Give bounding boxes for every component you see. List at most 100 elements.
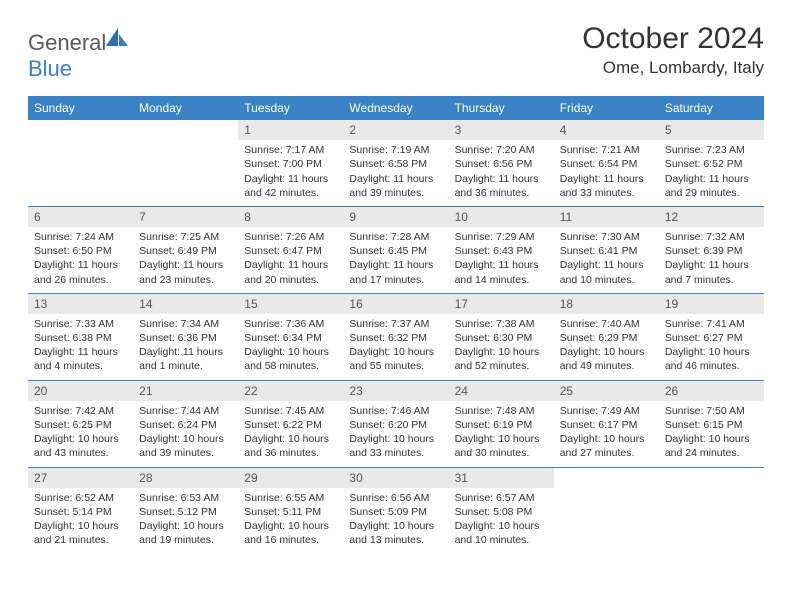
sunset-line: Sunset: 7:00 PM bbox=[244, 157, 337, 171]
header: General Blue October 2024 Ome, Lombardy,… bbox=[28, 22, 764, 82]
daylight-line: Daylight: 11 hours and 4 minutes. bbox=[34, 345, 127, 373]
sunrise-line: Sunrise: 7:17 AM bbox=[244, 143, 337, 157]
day-body: Sunrise: 7:23 AMSunset: 6:52 PMDaylight:… bbox=[659, 140, 764, 206]
sunset-line: Sunset: 5:09 PM bbox=[349, 505, 442, 519]
sunset-line: Sunset: 6:34 PM bbox=[244, 331, 337, 345]
day-cell: 1Sunrise: 7:17 AMSunset: 7:00 PMDaylight… bbox=[238, 120, 343, 206]
day-cell: 25Sunrise: 7:49 AMSunset: 6:17 PMDayligh… bbox=[554, 381, 659, 467]
sunrise-line: Sunrise: 6:53 AM bbox=[139, 491, 232, 505]
empty-cell bbox=[554, 468, 659, 554]
daylight-line: Daylight: 10 hours and 39 minutes. bbox=[139, 432, 232, 460]
day-body: Sunrise: 6:55 AMSunset: 5:11 PMDaylight:… bbox=[238, 488, 343, 554]
empty-cell bbox=[28, 120, 133, 206]
daylight-line: Daylight: 11 hours and 1 minute. bbox=[139, 345, 232, 373]
day-body: Sunrise: 6:57 AMSunset: 5:08 PMDaylight:… bbox=[449, 488, 554, 554]
weekday-header: Sunday bbox=[28, 96, 133, 120]
day-cell: 9Sunrise: 7:28 AMSunset: 6:45 PMDaylight… bbox=[343, 207, 448, 293]
day-number: 23 bbox=[343, 381, 448, 401]
daylight-line: Daylight: 11 hours and 42 minutes. bbox=[244, 172, 337, 200]
day-body: Sunrise: 7:17 AMSunset: 7:00 PMDaylight:… bbox=[238, 140, 343, 206]
day-number: 28 bbox=[133, 468, 238, 488]
day-cell: 15Sunrise: 7:36 AMSunset: 6:34 PMDayligh… bbox=[238, 294, 343, 380]
day-cell: 26Sunrise: 7:50 AMSunset: 6:15 PMDayligh… bbox=[659, 381, 764, 467]
day-cell: 6Sunrise: 7:24 AMSunset: 6:50 PMDaylight… bbox=[28, 207, 133, 293]
day-number: 15 bbox=[238, 294, 343, 314]
day-body: Sunrise: 7:41 AMSunset: 6:27 PMDaylight:… bbox=[659, 314, 764, 380]
day-number: 22 bbox=[238, 381, 343, 401]
daylight-line: Daylight: 11 hours and 29 minutes. bbox=[665, 172, 758, 200]
daylight-line: Daylight: 10 hours and 43 minutes. bbox=[34, 432, 127, 460]
sunrise-line: Sunrise: 7:34 AM bbox=[139, 317, 232, 331]
day-body: Sunrise: 7:29 AMSunset: 6:43 PMDaylight:… bbox=[449, 227, 554, 293]
sunrise-line: Sunrise: 7:29 AM bbox=[455, 230, 548, 244]
day-cell: 27Sunrise: 6:52 AMSunset: 5:14 PMDayligh… bbox=[28, 468, 133, 554]
daylight-line: Daylight: 11 hours and 20 minutes. bbox=[244, 258, 337, 286]
sunset-line: Sunset: 6:17 PM bbox=[560, 418, 653, 432]
sunset-line: Sunset: 6:24 PM bbox=[139, 418, 232, 432]
daylight-line: Daylight: 10 hours and 33 minutes. bbox=[349, 432, 442, 460]
day-cell: 10Sunrise: 7:29 AMSunset: 6:43 PMDayligh… bbox=[449, 207, 554, 293]
day-cell: 23Sunrise: 7:46 AMSunset: 6:20 PMDayligh… bbox=[343, 381, 448, 467]
sunrise-line: Sunrise: 6:57 AM bbox=[455, 491, 548, 505]
sunrise-line: Sunrise: 7:30 AM bbox=[560, 230, 653, 244]
day-number: 11 bbox=[554, 207, 659, 227]
day-body: Sunrise: 7:21 AMSunset: 6:54 PMDaylight:… bbox=[554, 140, 659, 206]
sunrise-line: Sunrise: 7:48 AM bbox=[455, 404, 548, 418]
daylight-line: Daylight: 11 hours and 10 minutes. bbox=[560, 258, 653, 286]
day-number: 18 bbox=[554, 294, 659, 314]
sunset-line: Sunset: 6:22 PM bbox=[244, 418, 337, 432]
day-body: Sunrise: 7:20 AMSunset: 6:56 PMDaylight:… bbox=[449, 140, 554, 206]
day-body: Sunrise: 7:49 AMSunset: 6:17 PMDaylight:… bbox=[554, 401, 659, 467]
sunrise-line: Sunrise: 7:21 AM bbox=[560, 143, 653, 157]
day-body: Sunrise: 7:44 AMSunset: 6:24 PMDaylight:… bbox=[133, 401, 238, 467]
day-number: 29 bbox=[238, 468, 343, 488]
day-cell: 16Sunrise: 7:37 AMSunset: 6:32 PMDayligh… bbox=[343, 294, 448, 380]
daylight-line: Daylight: 10 hours and 36 minutes. bbox=[244, 432, 337, 460]
daylight-line: Daylight: 10 hours and 16 minutes. bbox=[244, 519, 337, 547]
daylight-line: Daylight: 10 hours and 49 minutes. bbox=[560, 345, 653, 373]
daylight-line: Daylight: 10 hours and 19 minutes. bbox=[139, 519, 232, 547]
daylight-line: Daylight: 11 hours and 14 minutes. bbox=[455, 258, 548, 286]
sunrise-line: Sunrise: 7:41 AM bbox=[665, 317, 758, 331]
day-body: Sunrise: 6:52 AMSunset: 5:14 PMDaylight:… bbox=[28, 488, 133, 554]
sunrise-line: Sunrise: 7:33 AM bbox=[34, 317, 127, 331]
week-row: 20Sunrise: 7:42 AMSunset: 6:25 PMDayligh… bbox=[28, 380, 764, 467]
day-cell: 13Sunrise: 7:33 AMSunset: 6:38 PMDayligh… bbox=[28, 294, 133, 380]
weekday-header: Saturday bbox=[659, 96, 764, 120]
sunset-line: Sunset: 6:15 PM bbox=[665, 418, 758, 432]
day-number: 26 bbox=[659, 381, 764, 401]
day-body: Sunrise: 7:36 AMSunset: 6:34 PMDaylight:… bbox=[238, 314, 343, 380]
day-body: Sunrise: 7:50 AMSunset: 6:15 PMDaylight:… bbox=[659, 401, 764, 467]
day-number: 1 bbox=[238, 120, 343, 140]
day-number: 30 bbox=[343, 468, 448, 488]
day-cell: 2Sunrise: 7:19 AMSunset: 6:58 PMDaylight… bbox=[343, 120, 448, 206]
daylight-line: Daylight: 11 hours and 26 minutes. bbox=[34, 258, 127, 286]
day-cell: 29Sunrise: 6:55 AMSunset: 5:11 PMDayligh… bbox=[238, 468, 343, 554]
day-body: Sunrise: 7:32 AMSunset: 6:39 PMDaylight:… bbox=[659, 227, 764, 293]
day-number: 12 bbox=[659, 207, 764, 227]
sunset-line: Sunset: 6:49 PM bbox=[139, 244, 232, 258]
day-body: Sunrise: 7:37 AMSunset: 6:32 PMDaylight:… bbox=[343, 314, 448, 380]
sunset-line: Sunset: 6:30 PM bbox=[455, 331, 548, 345]
week-row: 6Sunrise: 7:24 AMSunset: 6:50 PMDaylight… bbox=[28, 206, 764, 293]
sunrise-line: Sunrise: 7:37 AM bbox=[349, 317, 442, 331]
sunset-line: Sunset: 6:25 PM bbox=[34, 418, 127, 432]
sunrise-line: Sunrise: 7:50 AM bbox=[665, 404, 758, 418]
sunrise-line: Sunrise: 7:24 AM bbox=[34, 230, 127, 244]
sunset-line: Sunset: 6:27 PM bbox=[665, 331, 758, 345]
day-cell: 7Sunrise: 7:25 AMSunset: 6:49 PMDaylight… bbox=[133, 207, 238, 293]
empty-cell bbox=[659, 468, 764, 554]
weekday-header: Friday bbox=[554, 96, 659, 120]
day-cell: 19Sunrise: 7:41 AMSunset: 6:27 PMDayligh… bbox=[659, 294, 764, 380]
sunset-line: Sunset: 6:54 PM bbox=[560, 157, 653, 171]
daylight-line: Daylight: 10 hours and 46 minutes. bbox=[665, 345, 758, 373]
sunset-line: Sunset: 5:14 PM bbox=[34, 505, 127, 519]
sunrise-line: Sunrise: 7:32 AM bbox=[665, 230, 758, 244]
day-number: 20 bbox=[28, 381, 133, 401]
day-number: 14 bbox=[133, 294, 238, 314]
sunrise-line: Sunrise: 7:23 AM bbox=[665, 143, 758, 157]
daylight-line: Daylight: 10 hours and 55 minutes. bbox=[349, 345, 442, 373]
day-cell: 5Sunrise: 7:23 AMSunset: 6:52 PMDaylight… bbox=[659, 120, 764, 206]
day-number: 9 bbox=[343, 207, 448, 227]
title-block: October 2024 Ome, Lombardy, Italy bbox=[582, 22, 764, 78]
